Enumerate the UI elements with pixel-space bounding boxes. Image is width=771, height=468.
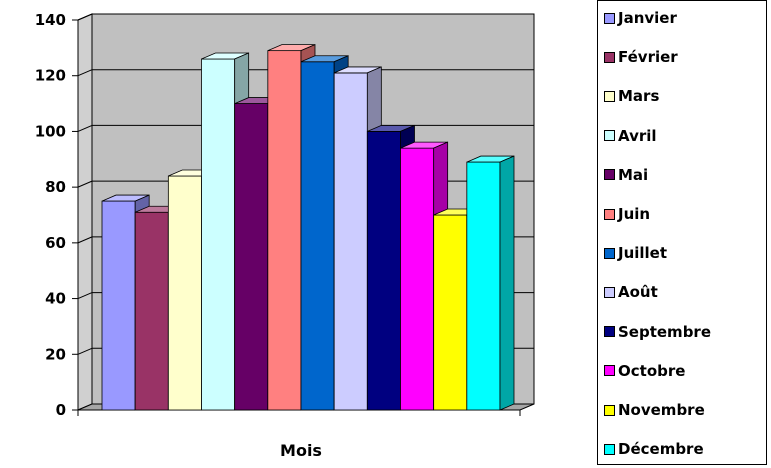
legend-label: Novembre	[618, 401, 705, 419]
bar-side	[499, 155, 515, 411]
y-tick-label: 100	[35, 122, 66, 140]
legend-item: Septembre	[604, 322, 711, 342]
gridline-side	[77, 236, 93, 244]
legend-label: Mai	[618, 165, 649, 184]
legend-swatch	[604, 12, 615, 24]
legend-item: Février	[604, 47, 678, 67]
legend-label: Mars	[618, 87, 660, 106]
bar-front	[267, 50, 302, 411]
bar-front	[167, 175, 202, 411]
legend-item: Novembre	[604, 400, 705, 420]
legend-swatch	[604, 443, 615, 455]
legend-item: Mars	[604, 86, 659, 106]
legend-label: Juillet	[618, 244, 668, 263]
legend-swatch	[604, 51, 615, 63]
legend-label: Octobre	[618, 361, 686, 380]
legend-swatch	[604, 365, 615, 377]
legend-label: Avril	[618, 126, 657, 145]
legend-item: Août	[604, 282, 658, 302]
bar-front	[333, 72, 368, 411]
bar-front	[201, 58, 236, 411]
y-tick-label: 80	[45, 178, 66, 196]
x-axis-title: Mois	[280, 441, 322, 460]
chart-side-wall	[77, 13, 93, 411]
legend: Janvier Février Mars Avril Mai Juin Juillet Aoû…	[597, 0, 767, 465]
legend-item: Juin	[604, 204, 650, 224]
gridline-side	[77, 124, 93, 132]
legend-item: Décembre	[604, 439, 704, 459]
chart: 0 20 40 60 80 100 120 140 Mois	[35, 11, 535, 460]
legend-label: Juin	[618, 205, 651, 223]
bar-front	[300, 61, 335, 411]
legend-label: Décembre	[618, 440, 704, 459]
legend-label: Février	[618, 48, 678, 67]
legend-label: Janvier	[618, 9, 677, 27]
gridline-side	[77, 180, 93, 188]
gridline-side	[77, 347, 93, 355]
legend-item: Mai	[604, 165, 648, 185]
legend-swatch	[604, 208, 615, 220]
legend-swatch	[604, 404, 615, 416]
bar-décembre	[466, 155, 515, 411]
legend-item: Janvier	[604, 8, 677, 28]
legend-swatch	[604, 286, 615, 298]
y-tick-label: 20	[45, 345, 66, 363]
legend-swatch	[604, 169, 615, 181]
legend-label: Septembre	[618, 322, 711, 341]
bar-front	[134, 211, 169, 411]
bar-front	[400, 147, 435, 411]
gridline-side	[77, 292, 93, 300]
legend-swatch	[604, 130, 615, 142]
y-tick-label: 120	[35, 67, 66, 85]
bar-front	[234, 103, 269, 411]
legend-swatch	[604, 326, 615, 338]
legend-label: Août	[618, 283, 658, 302]
legend-item: Octobre	[604, 361, 685, 381]
y-tick-label: 40	[45, 290, 66, 308]
bar-front	[366, 131, 401, 411]
bars	[101, 44, 515, 411]
bar-front	[466, 161, 501, 411]
legend-item: Juillet	[604, 243, 667, 263]
y-tick-label: 60	[45, 234, 66, 252]
bar-front	[433, 214, 468, 411]
gridline-side	[77, 69, 93, 77]
y-tick-label: 140	[35, 11, 66, 29]
legend-swatch	[604, 247, 615, 259]
legend-swatch	[604, 90, 615, 102]
gridline-side	[77, 13, 93, 21]
bar-front	[101, 200, 136, 411]
legend-item: Avril	[604, 126, 657, 146]
y-tick-label: 0	[56, 401, 66, 419]
